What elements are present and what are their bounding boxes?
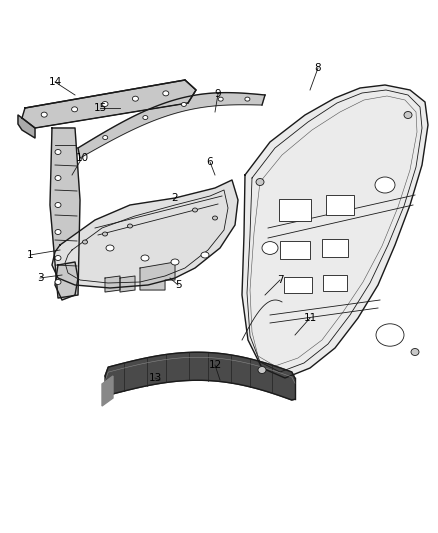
- Text: 3: 3: [37, 273, 43, 283]
- Ellipse shape: [212, 216, 218, 220]
- Bar: [326, 195, 354, 215]
- Ellipse shape: [55, 230, 61, 235]
- Ellipse shape: [143, 116, 148, 119]
- Text: 12: 12: [208, 360, 222, 370]
- Ellipse shape: [192, 208, 198, 212]
- Ellipse shape: [171, 259, 179, 265]
- Bar: [323, 275, 347, 291]
- Text: 13: 13: [148, 373, 162, 383]
- Polygon shape: [78, 93, 265, 158]
- Ellipse shape: [218, 97, 223, 101]
- Polygon shape: [242, 85, 428, 378]
- Polygon shape: [140, 262, 175, 290]
- Polygon shape: [18, 115, 35, 138]
- Ellipse shape: [375, 177, 395, 193]
- Ellipse shape: [55, 175, 61, 181]
- Polygon shape: [50, 128, 80, 298]
- Ellipse shape: [82, 240, 88, 244]
- Ellipse shape: [106, 245, 114, 251]
- Ellipse shape: [141, 255, 149, 261]
- Text: 1: 1: [27, 250, 33, 260]
- Polygon shape: [105, 276, 120, 292]
- Ellipse shape: [102, 232, 107, 236]
- Polygon shape: [52, 180, 238, 288]
- Text: 2: 2: [172, 193, 178, 203]
- Ellipse shape: [411, 349, 419, 356]
- Polygon shape: [120, 276, 135, 292]
- Ellipse shape: [55, 279, 61, 285]
- Text: 8: 8: [314, 63, 321, 73]
- Ellipse shape: [181, 102, 187, 107]
- Text: 6: 6: [207, 157, 213, 167]
- Ellipse shape: [245, 97, 250, 101]
- Ellipse shape: [404, 111, 412, 118]
- Text: 11: 11: [304, 313, 317, 323]
- Ellipse shape: [376, 324, 404, 346]
- Ellipse shape: [55, 255, 61, 261]
- Text: 7: 7: [277, 275, 283, 285]
- Ellipse shape: [102, 101, 108, 107]
- Text: 15: 15: [93, 103, 106, 113]
- Ellipse shape: [41, 112, 47, 117]
- Bar: [322, 239, 348, 257]
- Bar: [279, 199, 311, 221]
- Bar: [280, 241, 310, 259]
- Ellipse shape: [55, 203, 61, 207]
- Polygon shape: [102, 376, 113, 406]
- Bar: [284, 277, 312, 293]
- Ellipse shape: [132, 96, 138, 101]
- Ellipse shape: [258, 367, 266, 374]
- Ellipse shape: [71, 107, 78, 112]
- Text: 5: 5: [175, 280, 181, 290]
- Ellipse shape: [103, 135, 108, 140]
- Ellipse shape: [201, 252, 209, 258]
- Text: 14: 14: [48, 77, 62, 87]
- Ellipse shape: [262, 241, 278, 254]
- Polygon shape: [55, 262, 78, 300]
- Text: 9: 9: [215, 89, 221, 99]
- Polygon shape: [105, 352, 295, 400]
- Ellipse shape: [163, 91, 169, 96]
- Polygon shape: [22, 80, 196, 128]
- Ellipse shape: [55, 149, 61, 155]
- Ellipse shape: [256, 179, 264, 185]
- Text: 10: 10: [75, 153, 88, 163]
- Ellipse shape: [127, 224, 133, 228]
